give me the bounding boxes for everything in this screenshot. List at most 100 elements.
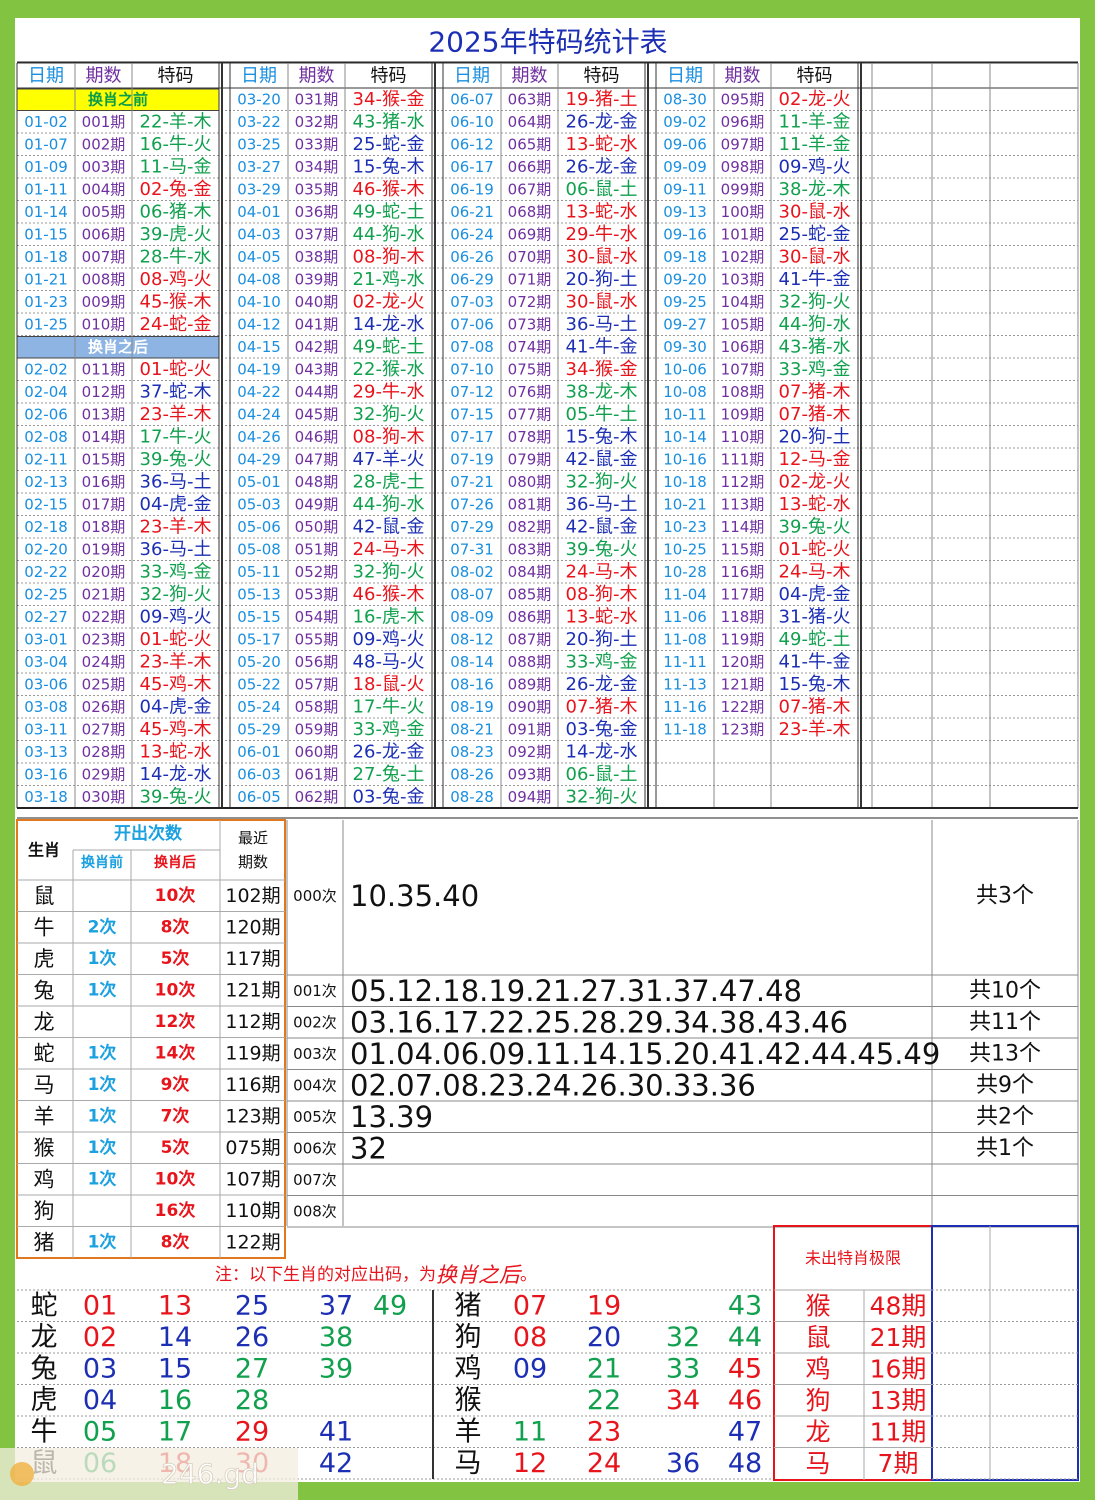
draw-issue: 072期 xyxy=(508,293,552,311)
zodiac-number: 42 xyxy=(319,1448,353,1479)
missing-limit-zodiac: 鼠 xyxy=(805,1323,830,1352)
frequency-numbers: 13.39 xyxy=(350,1100,433,1134)
stats-zodiac: 猴 xyxy=(34,1136,55,1160)
draw-issue: 023期 xyxy=(82,630,126,648)
draw-issue: 022期 xyxy=(82,608,126,626)
draw-code: 14-龙-水 xyxy=(353,314,425,335)
stats-after: 14次 xyxy=(155,1042,196,1063)
draw-issue: 006期 xyxy=(82,225,126,243)
missing-limit-zodiac: 狗 xyxy=(805,1386,830,1415)
draw-issue: 100期 xyxy=(721,203,765,221)
watermark-backdrop xyxy=(0,1448,298,1500)
draw-code: 33-鸡-金 xyxy=(779,359,851,380)
draw-date: 09-30 xyxy=(663,338,707,356)
draw-date: 10-28 xyxy=(663,563,707,581)
draw-date: 01-21 xyxy=(24,270,68,288)
draw-issue: 049期 xyxy=(295,495,339,513)
zodiac-number: 27 xyxy=(235,1353,269,1384)
draw-issue: 065期 xyxy=(508,135,552,153)
draw-issue: 078期 xyxy=(508,428,552,446)
draw-code: 08-狗-木 xyxy=(353,246,425,267)
draw-issue: 067期 xyxy=(508,180,552,198)
draw-date: 01-07 xyxy=(24,135,68,153)
draw-issue: 041期 xyxy=(295,315,339,333)
draw-code: 13-蛇-水 xyxy=(566,201,638,222)
draw-date: 06-29 xyxy=(450,270,494,288)
frequency-label: 002次 xyxy=(293,1013,337,1031)
stats-recent: 122期 xyxy=(225,1231,280,1253)
draw-code: 28-牛-水 xyxy=(140,246,212,267)
zodiac-number: 32 xyxy=(666,1322,700,1353)
draw-code: 49-蛇-土 xyxy=(353,336,425,357)
draw-code: 13-蛇-水 xyxy=(566,606,638,627)
draw-code: 36-马-土 xyxy=(566,314,638,335)
zodiac-number: 08 xyxy=(513,1322,547,1353)
zodiac-number: 19 xyxy=(587,1290,621,1321)
draw-date: 03-29 xyxy=(237,180,281,198)
draw-date: 05-20 xyxy=(237,653,281,671)
draw-code: 02-龙-火 xyxy=(779,89,851,110)
draw-date: 09-09 xyxy=(663,158,707,176)
missing-limit-zodiac: 马 xyxy=(805,1449,830,1478)
stats-before: 2次 xyxy=(88,916,117,937)
stats-after: 10次 xyxy=(155,979,196,1000)
draw-date: 06-03 xyxy=(237,765,281,783)
draw-issue: 107期 xyxy=(721,360,765,378)
draw-code: 06-鼠-土 xyxy=(566,764,638,785)
column-header: 期数 xyxy=(512,66,548,87)
draw-date: 02-15 xyxy=(24,495,68,513)
zodiac-number: 29 xyxy=(235,1416,269,1447)
column-header: 日期 xyxy=(241,66,277,87)
draw-code: 06-猪-木 xyxy=(140,201,212,222)
draw-date: 04-22 xyxy=(237,383,281,401)
missing-limit-periods: 11期 xyxy=(870,1417,927,1446)
draw-date: 11-11 xyxy=(663,653,707,671)
draw-date: 11-18 xyxy=(663,720,707,738)
draw-issue: 014期 xyxy=(82,428,126,446)
frequency-numbers: 05.12.18.19.21.27.31.37.47.48 xyxy=(350,974,802,1008)
stats-header: 期数 xyxy=(238,853,268,871)
zodiac-number: 05 xyxy=(83,1416,117,1447)
zodiac-number: 11 xyxy=(513,1416,547,1447)
draw-issue: 017期 xyxy=(82,495,126,513)
draw-date: 02-22 xyxy=(24,563,68,581)
draw-code: 46-猴-木 xyxy=(353,584,425,605)
draw-issue: 087期 xyxy=(508,630,552,648)
frequency-total: 共11个 xyxy=(969,1010,1041,1035)
draw-code: 37-蛇-木 xyxy=(140,381,212,402)
missing-limit-periods: 13期 xyxy=(870,1386,927,1415)
draw-date: 02-08 xyxy=(24,428,68,446)
draw-code: 47-羊-火 xyxy=(353,449,425,470)
draw-code: 17-牛-火 xyxy=(353,696,425,717)
zodiac-number: 45 xyxy=(728,1353,762,1384)
draw-date: 06-05 xyxy=(237,788,281,806)
draw-date: 03-06 xyxy=(24,675,68,693)
stats-recent: 117期 xyxy=(225,948,280,970)
frequency-numbers: 01.04.06.09.11.14.15.20.41.42.44.45.49 xyxy=(350,1037,940,1071)
zodiac-number: 46 xyxy=(728,1385,762,1416)
draw-issue: 119期 xyxy=(721,630,765,648)
zodiac-number: 43 xyxy=(728,1290,762,1321)
draw-date: 06-26 xyxy=(450,248,494,266)
draw-issue: 039期 xyxy=(295,270,339,288)
missing-limit-periods: 48期 xyxy=(870,1291,927,1320)
draw-code: 36-马-土 xyxy=(566,494,638,515)
zodiac-number: 26 xyxy=(235,1322,269,1353)
note-prefix: 注：以下生肖的对应出码，为 xyxy=(215,1265,436,1285)
draw-issue: 036期 xyxy=(295,203,339,221)
draw-issue: 008期 xyxy=(82,270,126,288)
frequency-label: 004次 xyxy=(293,1076,337,1094)
stats-after: 16次 xyxy=(155,1200,196,1221)
draw-code: 13-蛇-水 xyxy=(140,741,212,762)
zodiac-number: 25 xyxy=(235,1290,269,1321)
draw-issue: 104期 xyxy=(721,293,765,311)
draw-issue: 037期 xyxy=(295,225,339,243)
stats-before: 1次 xyxy=(88,1105,117,1126)
frequency-numbers: 02.07.08.23.24.26.30.33.36 xyxy=(350,1068,756,1102)
draw-issue: 024期 xyxy=(82,653,126,671)
stats-zodiac: 羊 xyxy=(34,1104,55,1128)
draw-code: 41-牛-金 xyxy=(779,269,851,290)
draw-issue: 088期 xyxy=(508,653,552,671)
draw-code: 41-牛-金 xyxy=(779,651,851,672)
missing-limit-periods: 16期 xyxy=(870,1354,927,1383)
